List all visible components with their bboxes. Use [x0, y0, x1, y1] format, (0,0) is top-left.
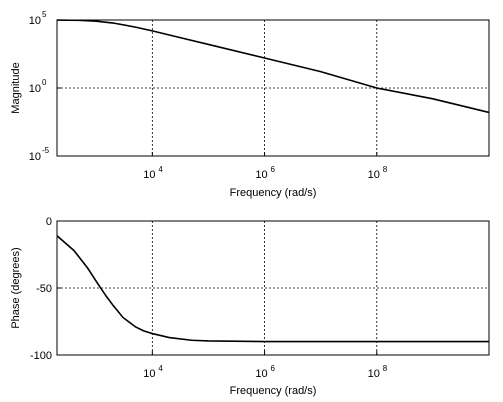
magnitude-y-tick-exponent: 0	[42, 78, 47, 87]
magnitude-y-tick-label: 10	[29, 151, 41, 163]
phase-y-tick-label: -50	[36, 283, 52, 295]
magnitude-x-tick-label: 10	[255, 169, 267, 181]
phase-plot: 10 4 10 6 10 8 0-50-100 Frequency (rad/s) Pha…	[10, 216, 490, 397]
phase-xlabel: Frequency (rad/s)	[230, 385, 317, 397]
phase-y-tick-label: -100	[30, 350, 52, 362]
phase-x-tick-label: 10	[255, 368, 267, 380]
magnitude-x-tick-exponent: 4	[158, 165, 163, 174]
magnitude-ylabel: Magnitude	[10, 62, 22, 113]
magnitude-y-tick-exponent: 5	[42, 10, 47, 19]
magnitude-x-tick-exponent: 8	[383, 165, 388, 174]
phase-ylabel: Phase (degrees)	[10, 247, 22, 328]
magnitude-series-line	[56, 19, 490, 114]
magnitude-x-tick-exponent: 6	[271, 165, 276, 174]
magnitude-x-tick-label: 10	[368, 169, 380, 181]
magnitude-xlabel: Frequency (rad/s)	[230, 187, 317, 199]
phase-x-tick-exponent: 4	[158, 364, 163, 373]
phase-axes-border	[56, 220, 490, 356]
magnitude-y-tick-label: 10	[29, 15, 41, 27]
phase-series-line	[56, 235, 489, 343]
phase-x-tick-label: 10	[368, 368, 380, 380]
phase-x-tick-label: 10	[143, 368, 155, 380]
phase-x-tick-exponent: 6	[271, 364, 276, 373]
magnitude-axes-border	[56, 19, 490, 157]
phase-y-tick-label: 0	[46, 216, 52, 228]
phase-x-tick-exponent: 8	[383, 364, 388, 373]
magnitude-y-tick-label: 10	[29, 83, 41, 95]
magnitude-y-tick-exponent: -5	[42, 146, 50, 155]
magnitude-x-tick-label: 10	[143, 169, 155, 181]
